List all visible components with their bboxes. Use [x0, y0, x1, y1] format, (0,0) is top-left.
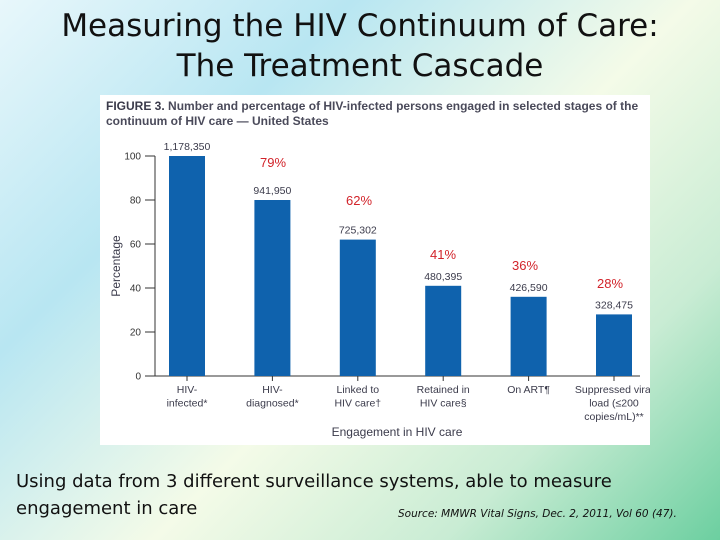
x-category-label: HIV care§	[420, 398, 467, 410]
bar-chart: 0 20 40 60 80 100 Percentage 1,178,350 HIV-infec…	[109, 141, 650, 439]
slide-title-line-2: The Treatment Cascade	[176, 48, 544, 84]
x-category-label: HIV-	[262, 384, 283, 396]
slide-body-line-1: Using data from 3 different surveillance…	[16, 471, 612, 492]
x-category-label: Suppressed viral	[575, 384, 650, 396]
slide-title-line-1: Measuring the HIV Continuum of Care:	[61, 8, 659, 44]
x-category-label: infected*	[167, 398, 208, 410]
slide-body-line-2: engagement in care	[16, 498, 198, 519]
x-category-label: HIV care†	[334, 398, 381, 410]
y-axis-title: Percentage	[109, 235, 123, 297]
percent-annotation: 36%	[512, 258, 538, 273]
bar	[339, 239, 376, 376]
bar	[596, 314, 632, 376]
percent-annotation: 62%	[346, 193, 372, 208]
x-category-label: diagnosed*	[246, 398, 299, 410]
slide-title: Measuring the HIV Continuum of Care: The…	[0, 6, 720, 86]
y-tick-label: 20	[130, 328, 142, 339]
bar-value-label: 328,475	[595, 299, 633, 311]
bar	[169, 156, 205, 376]
x-category-label: load (≤200	[589, 398, 639, 410]
bar-value-label: 426,590	[510, 282, 548, 294]
x-category-label: On ART¶	[507, 384, 550, 396]
percent-annotation: 28%	[597, 276, 623, 291]
source-citation: Source: MMWR Vital Signs, Dec. 2, 2011, …	[398, 508, 677, 520]
x-category-label: HIV-	[177, 384, 198, 396]
x-category-label: copies/mL)**	[584, 411, 644, 423]
percent-annotation: 79%	[260, 155, 286, 170]
x-category-label: Retained in	[417, 384, 470, 396]
figure-caption: FIGURE 3. Number and percentage of HIV-i…	[106, 99, 646, 129]
x-axis-title: Engagement in HIV care	[332, 425, 463, 439]
bar-value-label: 941,950	[253, 185, 291, 197]
bar	[510, 296, 547, 376]
bar	[425, 285, 462, 376]
y-tick-label: 80	[130, 196, 142, 207]
chart-figure: FIGURE 3. Number and percentage of HIV-i…	[100, 95, 650, 445]
slide-body-text: Using data from 3 different surveillance…	[16, 468, 706, 522]
x-category-label: Linked to	[336, 384, 379, 396]
figure-label: FIGURE 3.	[106, 99, 165, 113]
bar-value-label: 725,302	[339, 225, 377, 237]
y-tick-label: 0	[135, 372, 141, 383]
y-tick-label: 100	[124, 152, 141, 163]
bar	[254, 200, 291, 376]
bar-value-label: 480,395	[424, 271, 462, 283]
y-tick-label: 60	[130, 240, 142, 251]
bar-value-label: 1,178,350	[164, 141, 211, 153]
percent-annotation: 41%	[430, 247, 456, 262]
y-tick-label: 40	[130, 284, 142, 295]
figure-caption-text: Number and percentage of HIV-infected pe…	[106, 99, 639, 128]
